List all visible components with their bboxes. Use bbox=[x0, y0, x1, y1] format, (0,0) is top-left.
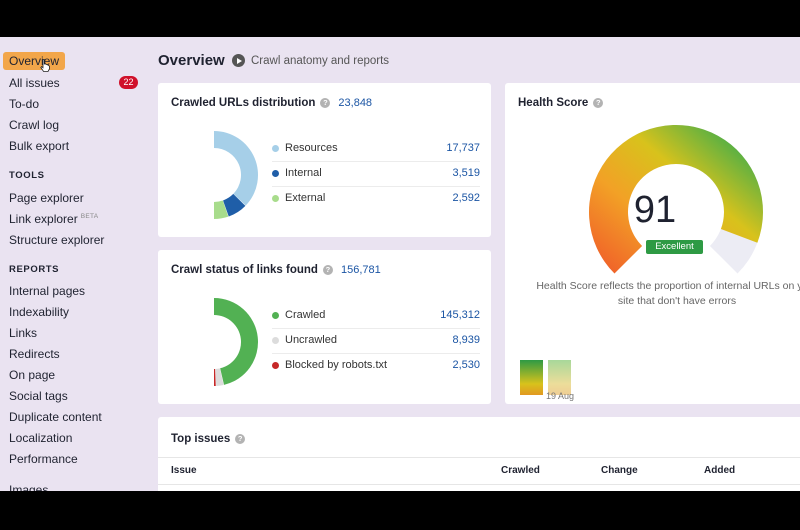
legend-label: Resources bbox=[285, 142, 338, 154]
health-score-value: 91 bbox=[633, 189, 677, 231]
legend-row-external[interactable]: External 2,592 bbox=[272, 187, 480, 212]
legend-dot-external bbox=[272, 195, 279, 202]
beta-tag: BETA bbox=[80, 213, 99, 220]
history-date-label: 19 Aug bbox=[546, 391, 575, 401]
health-score-card: Health Score ? 91 Excellent Health Score… bbox=[505, 83, 800, 404]
legend-row-resources[interactable]: Resources 17,737 bbox=[272, 137, 480, 162]
divider bbox=[158, 457, 800, 458]
play-circle-icon bbox=[232, 54, 245, 67]
legend-label: External bbox=[285, 192, 326, 204]
issues-count-badge: 22 bbox=[119, 76, 138, 89]
crawled-urls-title-text: Crawled URLs distribution bbox=[171, 97, 316, 109]
column-header-change[interactable]: Change bbox=[601, 465, 638, 476]
column-header-crawled[interactable]: Crawled bbox=[501, 465, 540, 476]
legend-dot-internal bbox=[272, 170, 279, 177]
gauge-fill bbox=[589, 124, 763, 274]
help-circle-icon[interactable]: ? bbox=[235, 434, 246, 444]
sidebar-item-redirects[interactable]: Redirects bbox=[9, 347, 60, 361]
legend-label: Uncrawled bbox=[285, 334, 337, 346]
crawl-anatomy-link-label: Crawl anatomy and reports bbox=[251, 54, 390, 67]
legend-label: Blocked by robots.txt bbox=[285, 359, 388, 371]
legend-value[interactable]: 2,530 bbox=[452, 359, 480, 371]
legend-dot-crawled bbox=[272, 312, 279, 319]
legend-label: Crawled bbox=[285, 309, 326, 321]
crawled-urls-segment-resources bbox=[214, 131, 258, 206]
legend-value[interactable]: 3,519 bbox=[452, 167, 480, 179]
sidebar-item-link-explorer[interactable]: Link explorer BETA bbox=[9, 212, 98, 226]
divider bbox=[158, 484, 800, 485]
crawl-status-card: Crawl status of links found ? 156,781 Cr… bbox=[158, 250, 491, 404]
health-status-badge: Excellent bbox=[646, 240, 703, 254]
health-history-bars bbox=[520, 360, 571, 395]
legend-row-blocked[interactable]: Blocked by robots.txt 2,530 bbox=[272, 354, 480, 379]
column-header-added[interactable]: Added bbox=[704, 465, 736, 476]
crawl-status-segment-crawled bbox=[214, 298, 258, 385]
sidebar-item-page-explorer[interactable]: Page explorer bbox=[9, 191, 84, 205]
sidebar-item-crawl-log[interactable]: Crawl log bbox=[9, 118, 60, 132]
legend-row-internal[interactable]: Internal 3,519 bbox=[272, 162, 480, 187]
health-score-title-text: Health Score bbox=[518, 97, 589, 109]
crawl-status-donut bbox=[214, 298, 258, 386]
crawled-urls-segment-external bbox=[214, 200, 229, 219]
legend-label: Internal bbox=[285, 167, 322, 179]
crawl-status-segment-uncrawled bbox=[215, 368, 224, 386]
crawl-status-donut-segments bbox=[214, 298, 258, 386]
crawl-status-legend: Crawled 145,312 Uncrawled 8,939 Blocked … bbox=[272, 304, 480, 379]
sidebar-item-links[interactable]: Links bbox=[9, 326, 38, 340]
legend-dot-blocked bbox=[272, 362, 279, 369]
sidebar-item-localization[interactable]: Localization bbox=[9, 431, 73, 445]
sidebar-item-indexability[interactable]: Indexability bbox=[9, 305, 70, 319]
crawled-urls-donut-segments bbox=[214, 131, 258, 219]
crawled-urls-card: Crawled URLs distribution ? 23,848 Resou… bbox=[158, 83, 491, 237]
sidebar: Overview All issues 22 To-do Crawl log B… bbox=[0, 37, 152, 491]
crawled-urls-total[interactable]: 23,848 bbox=[338, 97, 373, 109]
sidebar-item-to-do[interactable]: To-do bbox=[9, 97, 40, 111]
sidebar-item-performance[interactable]: Performance bbox=[9, 452, 78, 466]
crawled-urls-title: Crawled URLs distribution ? 23,848 bbox=[171, 97, 372, 109]
crawl-status-segment-blocked-by-robots-txt bbox=[214, 368, 216, 386]
top-issues-title-text: Top issues bbox=[171, 433, 231, 445]
crawled-urls-legend: Resources 17,737 Internal 3,519 External… bbox=[272, 137, 480, 212]
crawl-status-title: Crawl status of links found ? 156,781 bbox=[171, 264, 381, 276]
sidebar-item-on-page[interactable]: On page bbox=[9, 368, 56, 382]
sidebar-item-all-issues[interactable]: All issues bbox=[9, 76, 60, 90]
history-bar-previous bbox=[548, 360, 571, 395]
top-issues-card: Top issues ? Issue Crawled Change Added bbox=[158, 417, 800, 491]
crawled-urls-segment-internal bbox=[223, 193, 246, 217]
legend-dot-uncrawled bbox=[272, 337, 279, 344]
sidebar-item-images[interactable]: Images bbox=[9, 483, 49, 491]
sidebar-item-duplicate-content[interactable]: Duplicate content bbox=[9, 410, 102, 424]
help-circle-icon[interactable]: ? bbox=[322, 265, 333, 275]
history-bar-current bbox=[520, 360, 543, 395]
legend-row-crawled[interactable]: Crawled 145,312 bbox=[272, 304, 480, 329]
legend-value[interactable]: 17,737 bbox=[446, 142, 480, 154]
page-title: Overview bbox=[158, 52, 225, 69]
reports-heading: REPORTS bbox=[9, 264, 60, 275]
sidebar-item-structure-explorer[interactable]: Structure explorer bbox=[9, 233, 105, 247]
crawled-urls-donut bbox=[214, 131, 258, 219]
health-score-title: Health Score ? bbox=[518, 97, 604, 109]
legend-value[interactable]: 8,939 bbox=[452, 334, 480, 346]
sidebar-item-overview[interactable]: Overview bbox=[3, 52, 66, 70]
legend-row-uncrawled[interactable]: Uncrawled 8,939 bbox=[272, 329, 480, 354]
crawl-status-title-text: Crawl status of links found bbox=[171, 264, 318, 276]
tools-heading: TOOLS bbox=[9, 170, 45, 181]
legend-dot-resources bbox=[272, 145, 279, 152]
crawl-anatomy-link[interactable]: Crawl anatomy and reports bbox=[232, 54, 389, 67]
crawl-status-total[interactable]: 156,781 bbox=[340, 264, 381, 276]
legend-value[interactable]: 2,592 bbox=[452, 192, 480, 204]
sidebar-item-social-tags[interactable]: Social tags bbox=[9, 389, 68, 403]
sidebar-item-bulk-export[interactable]: Bulk export bbox=[9, 139, 70, 153]
health-score-description: Health Score reflects the proportion of … bbox=[536, 280, 800, 307]
link-explorer-label: Link explorer bbox=[9, 212, 78, 226]
sidebar-item-internal-pages[interactable]: Internal pages bbox=[9, 284, 86, 298]
help-circle-icon[interactable]: ? bbox=[320, 98, 331, 108]
legend-value[interactable]: 145,312 bbox=[440, 309, 480, 321]
hand-pointer-icon bbox=[40, 59, 50, 72]
health-gauge bbox=[589, 124, 763, 274]
column-header-issue[interactable]: Issue bbox=[171, 465, 197, 476]
top-issues-title: Top issues ? bbox=[171, 433, 246, 445]
help-circle-icon[interactable]: ? bbox=[593, 98, 604, 108]
app-screen: Overview All issues 22 To-do Crawl log B… bbox=[0, 37, 800, 491]
